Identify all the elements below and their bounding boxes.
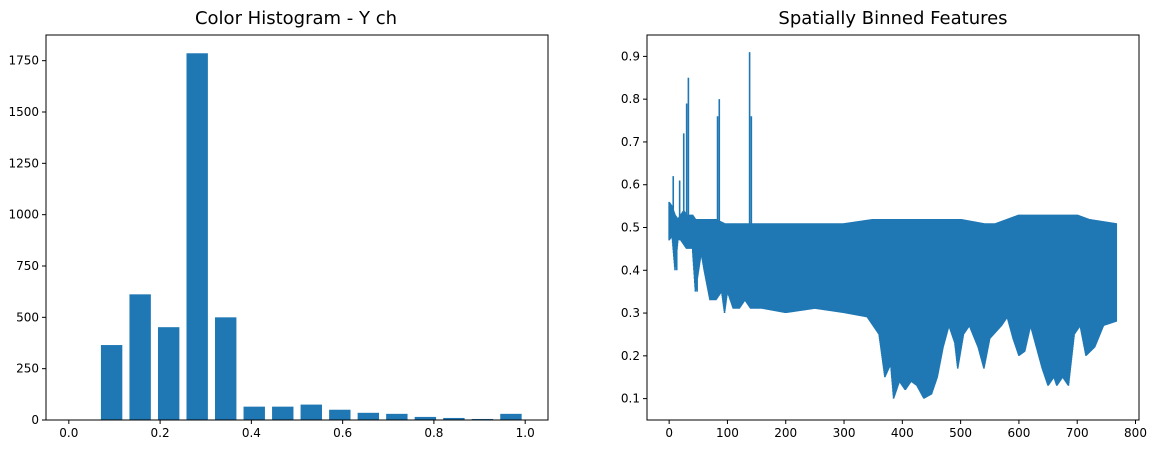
x-tick-label: 500 [949, 426, 972, 440]
histogram-x-axis: 0.0 0.2 0.4 0.6 0.8 1.0 [59, 420, 535, 440]
y-tick-label: 750 [16, 259, 39, 273]
y-tick-label: 1500 [8, 105, 39, 119]
histogram-bar [272, 406, 294, 420]
histogram-bar [243, 406, 265, 420]
y-tick-label: 0.4 [621, 263, 640, 277]
y-tick-label: 0.3 [621, 306, 640, 320]
x-tick-label: 0.4 [242, 426, 261, 440]
histogram-bar [129, 294, 151, 420]
histogram-bar [215, 317, 237, 420]
histogram-bar [471, 418, 494, 420]
histogram-bar [357, 412, 380, 420]
x-tick-label: 0.6 [333, 426, 352, 440]
x-tick-label: 100 [716, 426, 739, 440]
x-tick-label: 800 [1124, 426, 1147, 440]
x-tick-label: 600 [1007, 426, 1030, 440]
y-tick-label: 0.6 [621, 178, 640, 192]
line-chart-title: Spatially Binned Features [778, 8, 1007, 29]
histogram-chart: Color Histogram - Y ch 0.0 0.2 0.4 0.6 0.8 1.… [8, 8, 549, 440]
x-tick-label: 300 [833, 426, 856, 440]
y-tick-label: 0.1 [621, 392, 640, 406]
histogram-bar [414, 416, 437, 420]
y-tick-label: 0.2 [621, 349, 640, 363]
y-tick-label: 500 [16, 310, 39, 324]
y-tick-label: 0.7 [621, 135, 640, 149]
histogram-bar [500, 413, 522, 420]
line-chart: Spatially Binned Features 0 100 200 300 400 5… [621, 8, 1147, 440]
y-tick-label: 0.8 [621, 92, 640, 106]
histogram-bar [443, 417, 465, 420]
line-chart-x-axis: 0 100 200 300 400 500 600 700 800 [665, 420, 1147, 440]
y-tick-label: 0.5 [621, 221, 640, 235]
y-tick-label: 0 [31, 413, 39, 427]
line-chart-frame [646, 34, 1140, 421]
x-tick-label: 0.8 [424, 426, 443, 440]
histogram-frame [45, 34, 549, 421]
histogram-bar [157, 327, 180, 420]
y-tick-label: 250 [16, 362, 39, 376]
histogram-bar [300, 404, 322, 420]
histogram-bar [100, 345, 123, 420]
x-tick-label: 1.0 [516, 426, 535, 440]
line-chart-y-axis: 0.1 0.2 0.3 0.4 0.5 0.6 0.7 0.8 0.9 [621, 49, 647, 406]
series-line [668, 52, 1118, 399]
line-series [668, 52, 1118, 399]
y-tick-label: 1000 [8, 208, 39, 222]
x-tick-label: 0 [665, 426, 673, 440]
histogram-title: Color Histogram - Y ch [195, 8, 397, 29]
x-tick-label: 200 [774, 426, 797, 440]
x-tick-label: 0.2 [151, 426, 170, 440]
histogram-y-axis: 0 250 500 750 1000 1250 1500 1750 [8, 54, 46, 427]
y-tick-label: 1750 [8, 54, 39, 68]
x-tick-label: 700 [1066, 426, 1089, 440]
histogram-bar [329, 409, 351, 420]
histogram-bar [386, 413, 408, 420]
histogram-bar [186, 53, 208, 421]
histogram-bars [100, 53, 522, 421]
y-tick-label: 1250 [8, 156, 39, 170]
x-tick-label: 400 [891, 426, 914, 440]
y-tick-label: 0.9 [621, 49, 640, 63]
x-tick-label: 0.0 [59, 426, 78, 440]
